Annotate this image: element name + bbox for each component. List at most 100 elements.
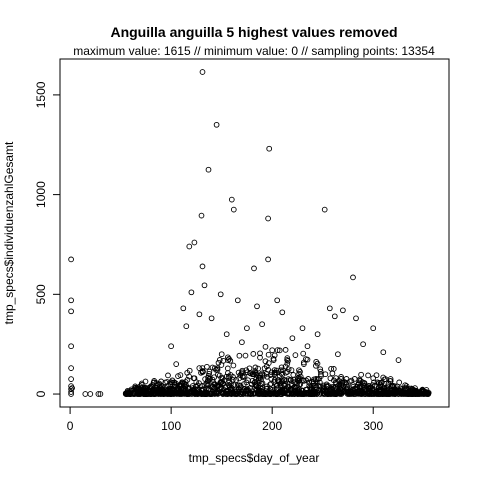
data-point [186,243,193,250]
data-point [303,377,309,384]
data-point [356,376,363,383]
data-point [298,390,305,397]
data-point [214,383,221,390]
data-point [223,331,230,338]
data-point [68,343,74,350]
data-point [227,372,234,378]
data-point [82,391,89,397]
data-point [303,356,309,362]
data-point [291,391,298,397]
data-point [279,391,285,397]
data-point [269,347,276,354]
data-point [352,386,358,393]
data-point [171,390,178,396]
data-point [338,382,345,388]
data-point [290,372,297,378]
data-point [255,365,261,372]
data-point [226,384,233,391]
data-point [425,389,432,396]
data-point [336,389,343,396]
data-point [377,383,384,390]
data-point [196,365,203,371]
data-point [291,388,298,395]
data-point [270,355,277,362]
data-point [356,383,363,390]
data-point [294,387,301,393]
data-point [395,357,402,363]
data-point [264,373,270,380]
data-point [169,377,176,384]
data-point [183,391,190,397]
data-point [411,387,418,394]
data-point [300,378,307,384]
data-point [198,369,204,376]
data-point [188,289,195,296]
data-point [263,363,270,370]
data-point [191,239,198,246]
data-point [259,321,265,328]
data-point [95,391,102,397]
data-point [173,361,180,367]
data-point [263,391,270,397]
data-point [262,343,269,350]
data-point [221,389,228,396]
data-point [302,386,309,393]
data-point [276,347,283,354]
data-point [288,377,294,383]
data-point [68,391,74,397]
data-point [278,364,285,371]
points-layer [68,69,432,397]
data-point [326,305,333,312]
data-point [372,382,378,389]
data-point [219,378,225,385]
data-point [180,305,187,312]
data-point [201,282,208,289]
data-point [189,383,196,389]
data-point [194,390,200,397]
data-point [306,391,312,397]
data-point [331,313,338,320]
data-point [204,382,211,388]
data-point [229,376,236,383]
data-point [299,325,306,332]
data-point [282,383,288,389]
data-point [68,389,74,395]
data-point [330,390,337,397]
data-point [365,391,371,397]
data-point [285,383,291,390]
data-point [236,352,243,359]
data-point [373,372,380,379]
data-point [234,391,241,397]
data-point [201,382,208,389]
data-point [391,386,398,392]
data-point [265,256,271,263]
data-point [141,385,148,392]
data-point [230,362,237,369]
data-point [257,375,264,381]
data-point [265,351,272,358]
data-point [233,377,240,383]
y-tick-label: 1000 [34,181,48,208]
data-point [257,350,263,357]
data-point [350,274,356,281]
data-point [186,373,192,380]
data-point [284,360,291,367]
data-point [276,373,283,379]
data-point [370,375,377,382]
data-point [292,352,299,358]
data-point [336,381,343,388]
data-point [165,372,171,379]
data-point [253,386,259,393]
data-point [68,297,74,304]
data-point [239,339,245,346]
data-point [211,381,218,388]
data-point [233,388,240,395]
data-point [279,309,286,316]
data-point [251,379,258,386]
data-point [329,370,336,377]
data-point [348,377,355,384]
data-point [196,311,203,318]
data-point [87,391,94,397]
data-point [183,323,190,330]
